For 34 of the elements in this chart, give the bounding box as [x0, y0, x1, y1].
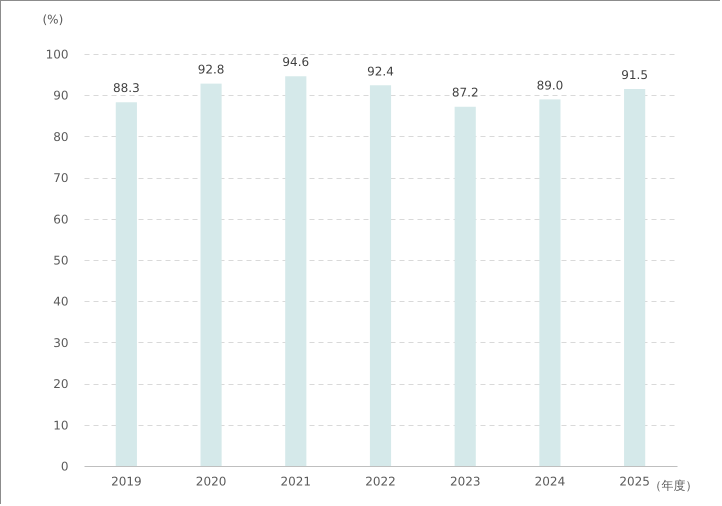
y-tick-label: 40 [53, 294, 68, 309]
data-label: 89.0 [536, 78, 564, 92]
y-axis-title: (%) [42, 12, 64, 26]
y-tick-label: 60 [53, 212, 68, 226]
y-tick-label: 80 [53, 130, 68, 144]
data-label: 91.5 [621, 68, 648, 82]
y-tick-label: 50 [53, 254, 68, 268]
bar [116, 102, 137, 466]
x-axis-title: （年度） [650, 478, 698, 492]
data-label: 88.3 [113, 81, 140, 96]
x-tick-label: 2024 [534, 474, 566, 488]
x-tick-label: 2023 [450, 474, 480, 488]
x-tick-label: 2022 [365, 474, 396, 488]
y-tick-label: 70 [53, 171, 68, 186]
bar [624, 89, 646, 466]
bar [370, 85, 392, 466]
bar [454, 106, 476, 466]
x-tick-label: 2021 [280, 474, 312, 488]
y-tick-label: 30 [53, 336, 68, 350]
bar [200, 84, 222, 466]
data-label: 92.4 [367, 64, 394, 78]
x-tick-label: 2019 [111, 474, 142, 488]
bar [285, 76, 306, 466]
x-tick-label: 2025 [619, 474, 650, 488]
data-label: 87.2 [452, 86, 479, 100]
y-tick-label: 100 [46, 48, 68, 62]
data-label: 94.6 [282, 55, 310, 70]
data-label: 92.8 [198, 62, 224, 77]
y-tick-label: 10 [53, 418, 68, 432]
bar [539, 99, 561, 466]
y-tick-label: 20 [53, 377, 68, 392]
x-tick-label: 2020 [196, 474, 226, 488]
y-tick-label: 0 [60, 460, 68, 474]
y-tick-label: 90 [53, 88, 68, 103]
